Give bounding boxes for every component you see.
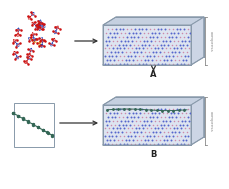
Polygon shape bbox=[103, 105, 191, 145]
Polygon shape bbox=[191, 97, 204, 145]
Polygon shape bbox=[103, 17, 204, 25]
Text: compress: compress bbox=[208, 111, 213, 131]
Text: B: B bbox=[150, 150, 157, 159]
Polygon shape bbox=[191, 17, 204, 65]
Polygon shape bbox=[103, 97, 204, 105]
Text: A: A bbox=[150, 70, 157, 79]
Polygon shape bbox=[103, 25, 191, 65]
Bar bbox=[14, 103, 54, 147]
Text: compress: compress bbox=[208, 31, 213, 51]
